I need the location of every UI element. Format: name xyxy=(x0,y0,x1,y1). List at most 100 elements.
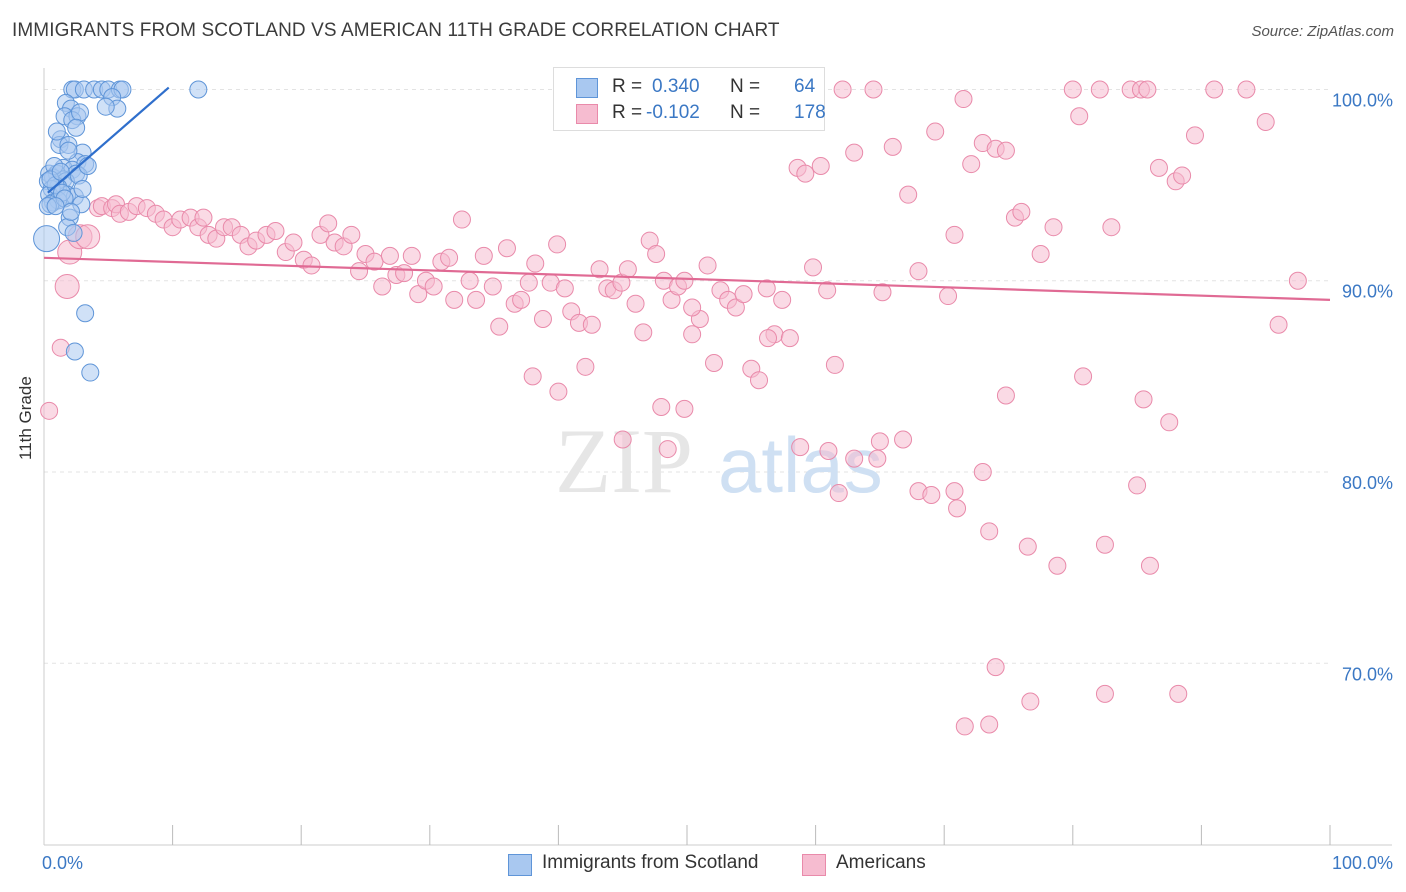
americans-point xyxy=(647,244,666,263)
y-tick-labels: 100.0% 90.0% 80.0% 70.0% xyxy=(1332,90,1393,684)
americans-point xyxy=(590,260,609,279)
americans-point xyxy=(829,484,848,503)
americans-point xyxy=(526,254,545,273)
americans-point xyxy=(1090,80,1109,99)
americans-point xyxy=(945,482,964,501)
americans-point xyxy=(883,137,902,156)
americans-point xyxy=(626,294,645,313)
americans-point xyxy=(954,90,973,109)
y-tick-label: 100.0% xyxy=(1332,90,1393,110)
americans-point xyxy=(1021,692,1040,711)
trend-lines xyxy=(43,86,1331,301)
y-tick-label: 90.0% xyxy=(1342,282,1393,302)
legend-r-value: -0.102 xyxy=(646,102,700,123)
source-credit: Source: ZipAtlas.com xyxy=(1251,23,1394,40)
americans-point xyxy=(819,441,838,460)
americans-point xyxy=(512,290,531,309)
legend-r-label: R = xyxy=(612,102,643,123)
scotland-point xyxy=(96,97,115,116)
scotland-point xyxy=(81,363,100,382)
americans-point xyxy=(618,260,637,279)
americans-point xyxy=(1237,80,1256,99)
americans-point xyxy=(1205,80,1224,99)
americans-point xyxy=(773,290,792,309)
americans-point xyxy=(1031,244,1050,263)
americans-point xyxy=(780,329,799,348)
americans-point xyxy=(868,449,887,468)
americans-point xyxy=(519,273,538,292)
americans-point xyxy=(1063,80,1082,99)
americans-point xyxy=(757,279,776,298)
americans-point xyxy=(652,397,671,416)
americans-point xyxy=(1044,218,1063,237)
americans-point xyxy=(1070,107,1089,126)
americans-point xyxy=(40,401,59,420)
bottom-legend-swatch-pink xyxy=(802,854,826,876)
americans-point xyxy=(899,185,918,204)
americans-point xyxy=(705,353,724,372)
americans-point xyxy=(523,367,542,386)
bottom-legend-label: Immigrants from Scotland xyxy=(542,852,759,873)
americans-point xyxy=(445,290,464,309)
scotland-trend-line xyxy=(47,86,170,194)
americans-point xyxy=(1102,218,1121,237)
scotland-point xyxy=(62,202,81,221)
americans-point xyxy=(402,246,421,265)
americans-point xyxy=(683,325,702,344)
chart-title: IMMIGRANTS FROM SCOTLAND VS AMERICAN 11T… xyxy=(12,20,780,41)
americans-point xyxy=(395,264,414,283)
americans-point xyxy=(1095,535,1114,554)
americans-point xyxy=(675,399,694,418)
americans-point xyxy=(424,277,443,296)
americans-point xyxy=(698,256,717,275)
americans-point xyxy=(555,279,574,298)
y-tick-label: 80.0% xyxy=(1342,473,1393,493)
scotland-point xyxy=(64,223,83,242)
americans-point xyxy=(1128,476,1147,495)
scotland-points xyxy=(33,80,208,382)
scotland-point xyxy=(59,141,78,160)
x-tick-labels: 0.0% 100.0% xyxy=(42,853,1393,873)
americans-point xyxy=(996,386,1015,405)
scotland-point xyxy=(71,103,90,122)
americans-point xyxy=(582,315,601,334)
americans-point xyxy=(980,715,999,734)
americans-point xyxy=(490,317,509,336)
scotland-point xyxy=(78,156,97,175)
scotland-point xyxy=(73,179,92,198)
legend-n-value: 64 xyxy=(794,76,816,97)
americans-point xyxy=(1012,202,1031,221)
americans-point xyxy=(962,155,981,174)
americans-point xyxy=(548,235,567,254)
americans-point xyxy=(675,271,694,290)
americans-point xyxy=(825,355,844,374)
legend-n-label: N = xyxy=(730,76,761,97)
y-axis-label: 11th Grade xyxy=(16,376,35,460)
americans-point xyxy=(845,143,864,162)
x-tick-label: 100.0% xyxy=(1332,853,1393,873)
americans-point xyxy=(576,357,595,376)
americans-point xyxy=(734,285,753,304)
bottom-legend-swatch-blue xyxy=(508,854,532,876)
americans-point xyxy=(864,80,883,99)
americans-point xyxy=(1149,158,1168,177)
americans-point xyxy=(939,287,958,306)
americans-point xyxy=(759,329,778,348)
americans-point xyxy=(1173,166,1192,185)
americans-point xyxy=(440,248,459,267)
americans-point xyxy=(955,717,974,736)
americans-point xyxy=(474,246,493,265)
americans-point xyxy=(284,233,303,252)
bottom-legend-label: Americans xyxy=(836,852,926,873)
americans-point xyxy=(683,298,702,317)
americans-point xyxy=(873,283,892,302)
americans-point xyxy=(1169,684,1188,703)
americans-point xyxy=(791,438,810,457)
americans-point xyxy=(380,246,399,265)
americans-point xyxy=(980,522,999,541)
americans-point xyxy=(945,225,964,244)
americans-point xyxy=(833,80,852,99)
americans-point xyxy=(726,298,745,317)
americans-point xyxy=(973,463,992,482)
legend-r-label: R = xyxy=(612,76,643,97)
